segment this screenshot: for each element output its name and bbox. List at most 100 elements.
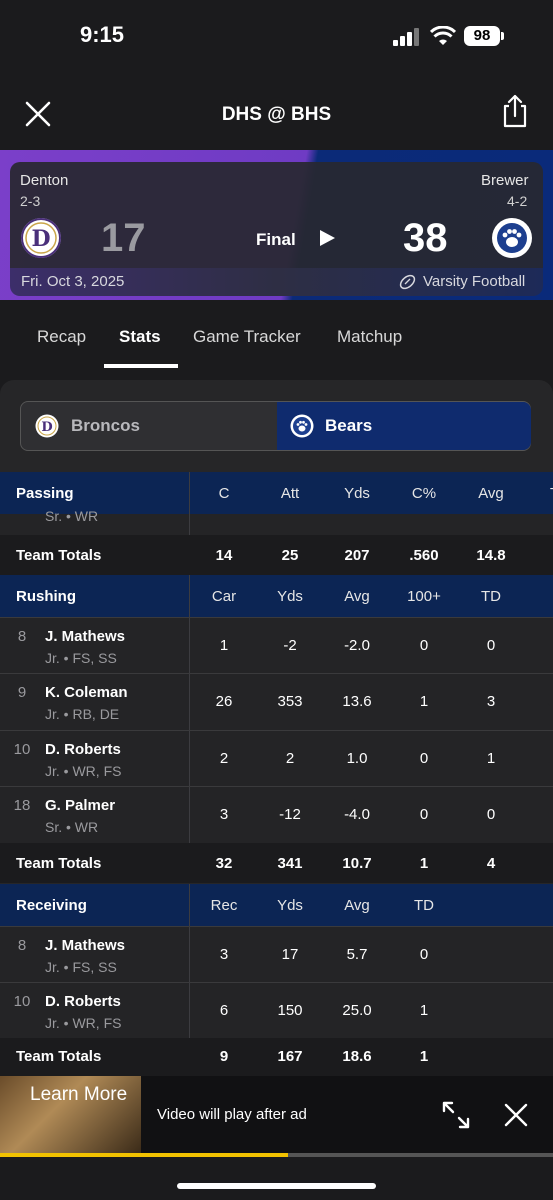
player-name[interactable]: J. Mathews (45, 628, 126, 645)
battery-tip (501, 32, 504, 40)
stat-value: 353 (277, 693, 303, 710)
column-header: Att (280, 485, 300, 502)
player-detail: Jr. • FS, SS (45, 959, 117, 975)
total-value: 9 (219, 1048, 229, 1065)
table-row[interactable]: 10 D. Roberts Jr. • WR, FS 6 150 25.0 1 (0, 982, 553, 1039)
total-value: 341 (277, 855, 303, 872)
total-value: 1 (419, 1048, 429, 1065)
receiving-header: Receiving Rec Yds Avg TD (0, 884, 553, 926)
battery-icon: 98 (464, 26, 500, 46)
ad-message: Video will play after ad (157, 1106, 307, 1123)
table-row[interactable]: 9 K. Coleman Jr. • RB, DE 26 353 13.6 1 … (0, 673, 553, 730)
player-number: 8 (17, 937, 27, 954)
column-divider (189, 787, 190, 843)
column-divider (189, 618, 190, 674)
total-value: 14 (215, 547, 233, 564)
total-value: 207 (344, 547, 370, 564)
stat-value: -2 (283, 637, 297, 654)
total-value: 10.7 (342, 855, 372, 872)
stat-value: 2 (285, 750, 295, 767)
stat-value: 150 (277, 1002, 303, 1019)
stat-value: -2.0 (344, 637, 370, 654)
column-header: Car (211, 588, 237, 605)
player-name[interactable]: D. Roberts (45, 741, 121, 758)
share-icon[interactable] (500, 94, 530, 128)
stat-value: 0 (419, 806, 429, 823)
column-header: Avg (344, 588, 370, 605)
total-value: 18.6 (342, 1048, 372, 1065)
stat-value: 1 (486, 750, 496, 767)
section-title: Passing (16, 485, 74, 502)
section-title: Receiving (16, 897, 87, 914)
column-header: T (550, 485, 553, 502)
column-divider (189, 884, 190, 926)
table-row[interactable]: 8 J. Mathews Jr. • FS, SS 1 -2 -2.0 0 0 (0, 617, 553, 674)
learn-more-link[interactable]: Learn More (30, 1084, 128, 1105)
player-number: 9 (17, 684, 27, 701)
column-header: TD (481, 588, 501, 605)
player-name[interactable]: G. Palmer (45, 797, 116, 814)
totals-label: Team Totals (16, 1048, 102, 1065)
stat-value: 2 (219, 750, 229, 767)
stat-value: 3 (219, 946, 229, 963)
player-name[interactable]: D. Roberts (45, 993, 121, 1010)
player-detail: Sr. • WR (45, 819, 99, 835)
broncos-logo-letter: D (41, 420, 52, 435)
football-icon (399, 274, 416, 290)
stat-value: 0 (486, 806, 496, 823)
player-detail: Jr. • FS, SS (45, 650, 117, 666)
table-row[interactable]: 18 G. Palmer Sr. • WR 3 -12 -4.0 0 0 (0, 786, 553, 843)
player-name[interactable]: J. Mathews (45, 937, 126, 954)
column-header: Avg (344, 897, 370, 914)
table-row[interactable]: 8 J. Mathews Jr. • FS, SS 3 17 5.7 0 (0, 926, 553, 983)
total-value: 4 (486, 855, 496, 872)
player-detail: Jr. • WR, FS (45, 763, 122, 779)
player-name[interactable]: K. Coleman (45, 684, 128, 701)
broncos-logo-icon: D (21, 218, 61, 258)
tab-recap[interactable]: Recap (37, 327, 87, 346)
column-header: TD (414, 897, 434, 914)
stat-value: 5.7 (346, 946, 368, 963)
stat-value: 6 (219, 1002, 229, 1019)
tab-game-tracker[interactable]: Game Tracker (193, 327, 301, 346)
stat-value: 1.0 (346, 750, 368, 767)
total-value: 25 (281, 547, 299, 564)
game-date: Fri. Oct 3, 2025 (21, 273, 125, 290)
column-divider (189, 983, 190, 1039)
ad-progress-fill (0, 1153, 288, 1157)
column-header: 100+ (407, 588, 441, 605)
active-tab-indicator (104, 364, 178, 368)
bear-paw-icon (493, 219, 531, 257)
toggle-broncos-label: Broncos (71, 416, 140, 435)
stat-value: 3 (486, 693, 496, 710)
toggle-broncos[interactable]: D Broncos (21, 402, 276, 450)
toggle-bears[interactable]: Bears (277, 402, 531, 450)
wifi-icon (430, 26, 456, 45)
stat-value: 13.6 (342, 693, 372, 710)
home-indicator (177, 1183, 376, 1189)
tab-matchup[interactable]: Matchup (337, 327, 403, 346)
total-value: 1 (419, 855, 429, 872)
ad-thumbnail[interactable] (0, 1076, 141, 1154)
game-status: Final (256, 230, 296, 249)
section-title: Rushing (16, 588, 76, 605)
play-icon[interactable] (318, 229, 336, 247)
stat-value: 3 (219, 806, 229, 823)
stat-value: 0 (486, 637, 496, 654)
stat-value: -4.0 (344, 806, 370, 823)
total-value: 167 (277, 1048, 303, 1065)
stat-value: 0 (419, 750, 429, 767)
tab-stats[interactable]: Stats (119, 327, 161, 346)
player-number: 10 (13, 741, 31, 758)
close-ad-icon[interactable] (504, 1103, 528, 1127)
toggle-bears-label: Bears (325, 416, 373, 435)
totals-label: Team Totals (16, 855, 102, 872)
player-number: 8 (17, 628, 27, 645)
close-icon[interactable] (22, 98, 54, 130)
column-header: Yds (277, 897, 303, 914)
player-detail: Jr. • WR, FS (45, 1015, 122, 1031)
expand-icon[interactable] (441, 1100, 471, 1130)
column-divider (189, 575, 190, 617)
player-number: 18 (13, 797, 31, 814)
table-row[interactable]: 10 D. Roberts Jr. • WR, FS 2 2 1.0 0 1 (0, 730, 553, 787)
